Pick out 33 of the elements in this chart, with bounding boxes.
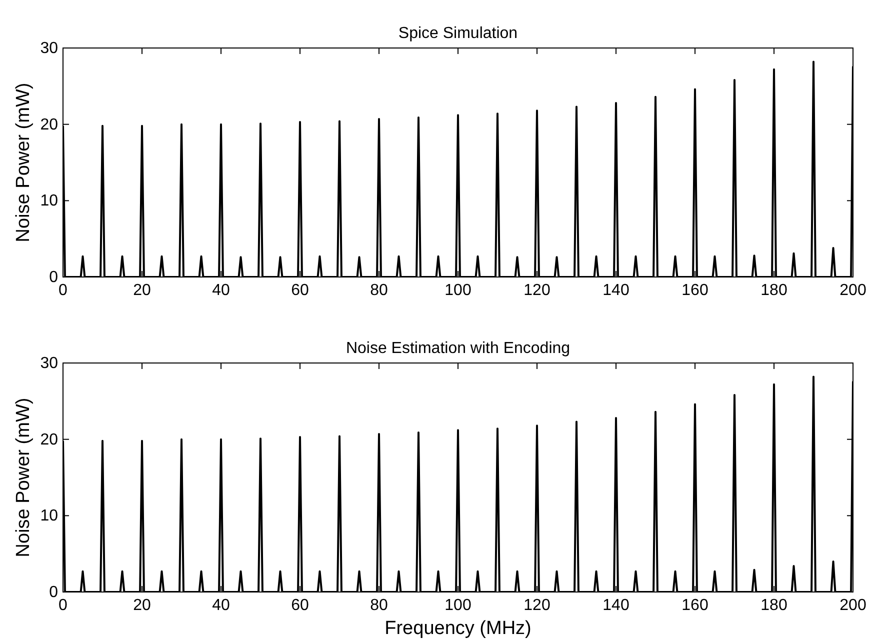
y-tick-label: 10: [40, 192, 58, 210]
y-tick-label: 0: [49, 269, 58, 286]
x-tick-label: 80: [370, 597, 388, 614]
x-tick-label: 120: [524, 597, 550, 614]
x-axis-title: Frequency (MHz): [384, 618, 532, 639]
y-tick-label: 20: [40, 431, 58, 448]
x-tick-label: 40: [212, 597, 230, 614]
y-axis-title: Noise Power (mW): [13, 82, 34, 242]
x-tick-label: 100: [444, 282, 472, 299]
x-tick-label: 140: [602, 282, 630, 299]
x-tick-label: 160: [682, 282, 708, 299]
y-tick-label: 30: [40, 40, 58, 57]
y-tick-label: 0: [49, 584, 58, 601]
x-tick-label: 20: [133, 282, 151, 299]
x-tick-label: 120: [524, 282, 550, 299]
x-tick-label: 160: [682, 597, 708, 614]
x-tick-label: 20: [133, 597, 151, 614]
x-tick-label: 100: [444, 597, 472, 614]
x-tick-label: 180: [760, 597, 788, 614]
x-tick-label: 60: [291, 282, 309, 299]
y-tick-label: 20: [40, 116, 58, 134]
x-tick-label: 200: [840, 282, 866, 299]
x-tick-label: 60: [291, 597, 309, 614]
x-tick-label: 180: [760, 282, 788, 299]
y-tick-label: 30: [40, 355, 58, 372]
x-tick-label: 140: [602, 597, 630, 614]
x-tick-label: 200: [840, 597, 866, 614]
x-tick-label: 40: [212, 282, 230, 299]
y-axis-title: Noise Power (mW): [13, 398, 34, 558]
chart-title: Noise Estimation with Encoding: [346, 340, 570, 357]
x-tick-label: 80: [370, 282, 388, 299]
chart-title: Spice Simulation: [398, 25, 518, 42]
y-tick-label: 10: [40, 508, 58, 525]
